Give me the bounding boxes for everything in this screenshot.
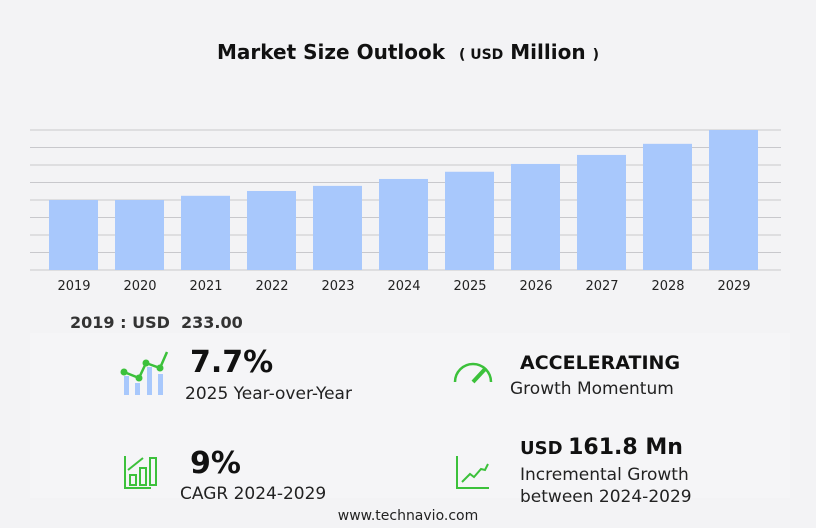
x-tick-label: 2028 (651, 279, 684, 294)
bar-chart: 2019 2020 2021 2022 2023 2024 2025 2026 2027 2028… (30, 129, 781, 294)
x-tick-label: 2022 (255, 279, 288, 294)
x-tick-label: 2026 (519, 279, 552, 294)
incremental-label-1: Incremental Growth (520, 465, 689, 485)
x-tick-label: 2025 (453, 279, 486, 294)
x-tick-label: 2027 (585, 279, 618, 294)
bar-2023 (313, 185, 362, 270)
chart-title: Market Size Outlook ( USD Million ) (217, 40, 599, 64)
bar-2025 (445, 171, 494, 270)
bar-2027 (577, 154, 626, 270)
bar-2022 (247, 190, 296, 270)
cagr-value: 9% (190, 446, 241, 481)
bar-growth-icon (124, 456, 157, 489)
incremental-value: USD 161.8 Mn (520, 435, 683, 460)
yoy-label: 2025 Year-over-Year (185, 384, 352, 404)
speedometer-icon (453, 362, 493, 384)
x-tick-label: 2024 (387, 279, 420, 294)
bar-2029 (709, 130, 758, 270)
x-tick-label: 2023 (321, 279, 354, 294)
trend-line-icon (456, 456, 489, 489)
bar-2028 (643, 143, 692, 270)
x-tick-label: 2019 (57, 279, 90, 294)
momentum-value: ACCELERATING (520, 352, 681, 374)
growth-chart-icon (120, 351, 169, 395)
yoy-value: 7.7% (190, 345, 274, 380)
bar-2019 (49, 200, 98, 270)
footer-url: www.technavio.com (337, 508, 479, 524)
baseline-value: 2019 : USD 233.00 (70, 313, 243, 332)
bar-2026 (511, 163, 560, 270)
bar-2024 (379, 178, 428, 270)
cagr-label: CAGR 2024-2029 (180, 484, 327, 504)
bar-2020 (115, 200, 164, 270)
x-tick-label: 2020 (123, 279, 156, 294)
momentum-label: Growth Momentum (510, 379, 674, 399)
incremental-label-2: between 2024-2029 (520, 487, 692, 507)
x-tick-label: 2021 (189, 279, 222, 294)
bar-2021 (181, 195, 230, 270)
x-tick-label: 2029 (717, 279, 750, 294)
